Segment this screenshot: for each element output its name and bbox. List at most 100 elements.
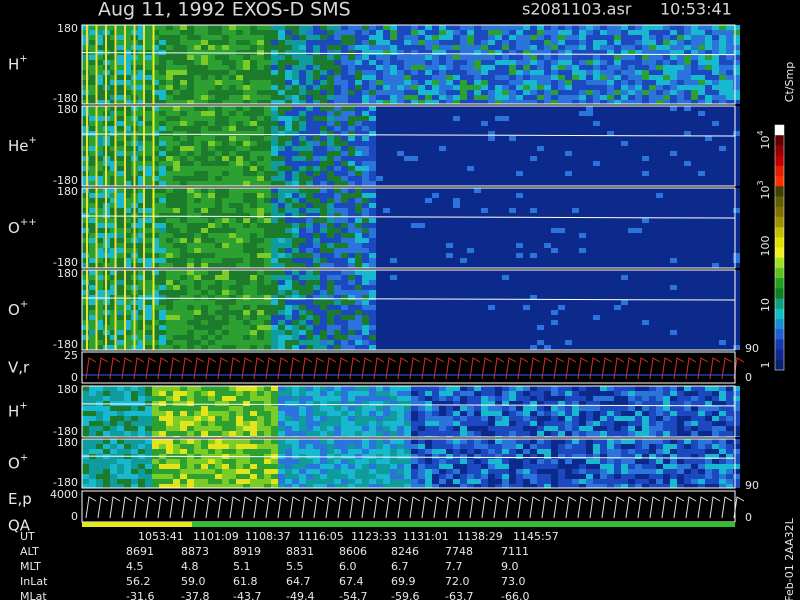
heatmap-cell	[558, 126, 565, 131]
heatmap-cell	[341, 171, 348, 176]
heatmap-cell	[355, 233, 362, 238]
heatmap-cell	[565, 176, 572, 181]
heatmap-cell	[488, 243, 495, 248]
heatmap-cell	[628, 50, 635, 55]
heatmap-cell	[488, 161, 495, 166]
heatmap-cell	[481, 121, 488, 126]
heatmap-cell	[201, 90, 208, 95]
heatmap-cell	[264, 100, 271, 104]
heatmap-cell	[621, 238, 628, 243]
heatmap-cell	[705, 171, 712, 176]
heatmap-cell	[306, 50, 313, 55]
heatmap-cell	[593, 156, 600, 161]
heatmap-cell	[467, 30, 474, 35]
heatmap-cell	[348, 40, 355, 45]
heatmap-cell	[593, 70, 600, 75]
heatmap-cell	[194, 275, 201, 280]
heatmap-cell	[481, 85, 488, 90]
heatmap-cell	[376, 218, 383, 223]
heatmap-cell	[663, 106, 670, 111]
heatmap-cell	[194, 270, 201, 275]
heatmap-cell	[159, 320, 166, 325]
heatmap-cell	[488, 121, 495, 126]
heatmap-cell	[705, 258, 712, 263]
heatmap-cell	[208, 25, 215, 30]
heatmap-cell	[397, 55, 404, 60]
heatmap-cell	[628, 233, 635, 238]
heatmap-cell	[593, 248, 600, 253]
heatmap-cell	[593, 193, 600, 198]
heatmap-cell	[726, 223, 733, 228]
heatmap-cell	[502, 213, 509, 218]
heatmap-cell	[187, 90, 194, 95]
heatmap-cell	[621, 203, 628, 208]
heatmap-cell	[187, 243, 194, 248]
heatmap-cell	[621, 35, 628, 40]
heatmap-cell	[635, 65, 642, 70]
heatmap-cell	[89, 141, 96, 146]
heatmap-cell	[222, 85, 229, 90]
heatmap-cell	[159, 70, 166, 75]
heatmap-cell	[285, 80, 292, 85]
heatmap-cell	[243, 30, 250, 35]
heatmap-cell	[397, 60, 404, 65]
heatmap-cell	[502, 223, 509, 228]
heatmap-cell	[222, 188, 229, 193]
heatmap-cell	[383, 166, 390, 171]
heatmap-cell	[166, 55, 173, 60]
heatmap-cell	[614, 171, 621, 176]
heatmap-cell	[145, 100, 152, 104]
heatmap-cell	[250, 203, 257, 208]
heatmap-cell	[481, 106, 488, 111]
heatmap-cell	[446, 106, 453, 111]
heatmap-cell	[264, 228, 271, 233]
heatmap-cell	[670, 85, 677, 90]
heatmap-cell	[495, 131, 502, 136]
heatmap-cell	[614, 40, 621, 45]
heatmap-cell	[712, 248, 719, 253]
heatmap-cell	[278, 100, 285, 104]
heatmap-cell	[467, 263, 474, 268]
heatmap-cell	[82, 70, 89, 75]
heatmap-cell	[474, 223, 481, 228]
heatmap-cell	[250, 55, 257, 60]
heatmap-cell	[467, 136, 474, 141]
heatmap-cell	[502, 208, 509, 213]
heatmap-cell	[474, 136, 481, 141]
heatmap-cell	[614, 121, 621, 126]
heatmap-cell	[243, 65, 250, 70]
heatmap-cell	[208, 100, 215, 104]
heatmap-cell	[180, 335, 187, 340]
heatmap-cell	[565, 161, 572, 166]
heatmap-cell	[544, 263, 551, 268]
heatmap-cell	[369, 208, 376, 213]
heatmap-cell	[152, 151, 159, 156]
heatmap-cell	[593, 35, 600, 40]
heatmap-cell	[467, 141, 474, 146]
heatmap-cell	[495, 85, 502, 90]
heatmap-cell	[138, 111, 145, 116]
heatmap-cell	[285, 198, 292, 203]
heatmap-cell	[327, 35, 334, 40]
heatmap-cell	[236, 30, 243, 35]
heatmap-cell	[446, 193, 453, 198]
heatmap-cell	[446, 131, 453, 136]
heatmap-cell	[460, 198, 467, 203]
heatmap-cell	[670, 121, 677, 126]
heatmap-cell	[677, 258, 684, 263]
heatmap-cell	[418, 223, 425, 228]
heatmap-cell	[124, 325, 131, 330]
heatmap-cell	[376, 208, 383, 213]
heatmap-cell	[222, 320, 229, 325]
heatmap-cell	[117, 55, 124, 60]
heatmap-cell	[82, 121, 89, 126]
heatmap-cell	[572, 258, 579, 263]
heatmap-cell	[383, 70, 390, 75]
heatmap-cell	[257, 270, 264, 275]
heatmap-cell	[719, 100, 726, 104]
heatmap-cell	[362, 131, 369, 136]
heatmap-cell	[502, 151, 509, 156]
heatmap-cell	[166, 275, 173, 280]
heatmap-cell	[138, 40, 145, 45]
heatmap-cell	[334, 111, 341, 116]
